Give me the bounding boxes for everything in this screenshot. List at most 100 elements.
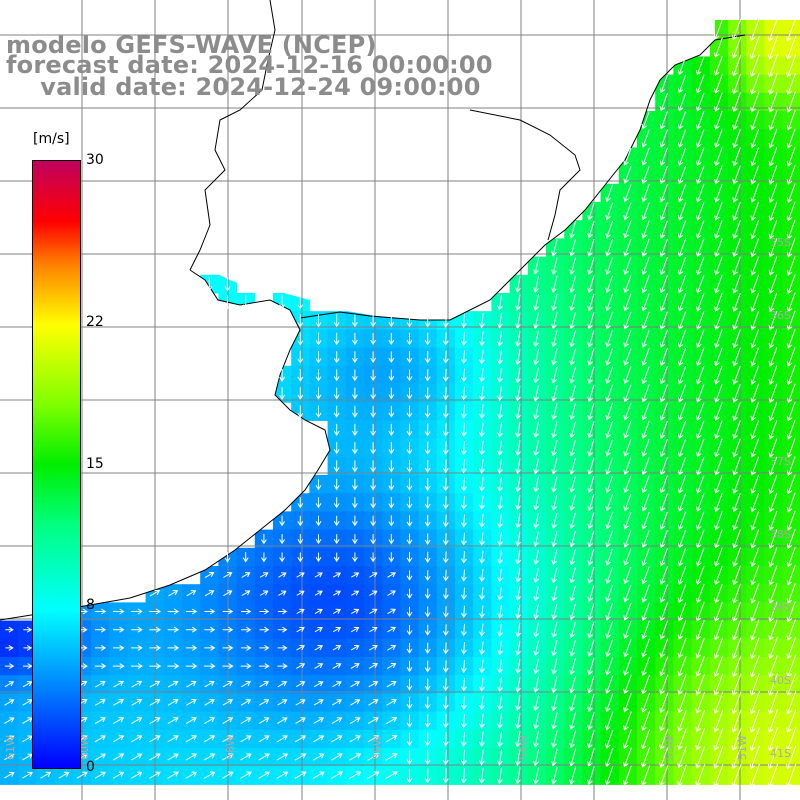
wind-arrow bbox=[714, 329, 723, 349]
wind-arrow bbox=[442, 496, 449, 510]
wind-arrow bbox=[659, 329, 668, 349]
wind-arrow bbox=[312, 771, 325, 779]
wind-arrow bbox=[569, 567, 576, 584]
wind-arrow bbox=[659, 746, 669, 769]
wind-arrow bbox=[732, 601, 742, 623]
wind-arrow bbox=[479, 477, 485, 492]
wind-arrow bbox=[241, 572, 251, 578]
wind-arrow bbox=[713, 19, 723, 40]
wind-arrow bbox=[750, 474, 760, 495]
wind-arrow bbox=[551, 312, 558, 330]
wind-arrow bbox=[331, 753, 343, 761]
wind-arrow bbox=[659, 475, 668, 494]
wind-arrow bbox=[714, 493, 723, 513]
wind-arrow bbox=[442, 459, 449, 474]
wind-arrow bbox=[406, 369, 413, 382]
wind-arrow bbox=[460, 749, 467, 766]
wind-arrow bbox=[533, 604, 540, 620]
wind-arrow bbox=[94, 771, 107, 779]
lat-tick-label: 39S bbox=[770, 601, 791, 614]
wind-arrow bbox=[677, 365, 687, 385]
wind-arrow bbox=[768, 201, 778, 222]
lat-tick-label: 35S bbox=[770, 236, 791, 249]
wind-arrow bbox=[551, 676, 558, 694]
wind-arrow bbox=[497, 605, 504, 619]
wind-arrow bbox=[677, 274, 687, 294]
wind-arrow bbox=[677, 638, 687, 659]
wind-arrow bbox=[641, 584, 650, 603]
wind-arrow bbox=[479, 313, 485, 329]
wind-arrow bbox=[768, 310, 778, 331]
wind-arrow bbox=[569, 549, 576, 566]
wind-arrow bbox=[296, 590, 305, 596]
lat-tick-label: 37S bbox=[770, 455, 791, 468]
wind-arrow bbox=[587, 330, 595, 348]
wind-arrow bbox=[206, 277, 213, 292]
wind-arrow bbox=[696, 493, 705, 513]
wind-arrow bbox=[750, 73, 760, 95]
wind-arrow bbox=[351, 515, 358, 527]
wind-arrow bbox=[569, 384, 577, 403]
wind-arrow bbox=[732, 165, 741, 185]
wind-arrow bbox=[659, 674, 669, 695]
wind-arrow bbox=[732, 201, 741, 222]
wind-arrow bbox=[623, 657, 632, 676]
wind-arrow bbox=[278, 572, 287, 578]
wind-arrow bbox=[385, 753, 398, 761]
wind-arrow bbox=[659, 129, 668, 148]
wind-arrow bbox=[479, 368, 485, 383]
wind-arrow bbox=[185, 771, 198, 779]
wind-arrow bbox=[533, 748, 540, 767]
wind-arrow bbox=[222, 681, 233, 688]
wind-arrow bbox=[732, 329, 741, 349]
wind-arrow bbox=[605, 439, 614, 457]
wind-arrow bbox=[313, 699, 324, 706]
colorbar-tick-label: 8 bbox=[86, 597, 95, 614]
wind-arrow bbox=[314, 572, 323, 578]
wind-arrow bbox=[677, 165, 687, 185]
wind-arrow bbox=[203, 753, 216, 761]
wind-arrow bbox=[22, 663, 33, 670]
wind-arrow bbox=[442, 423, 449, 437]
wind-arrow bbox=[497, 495, 503, 511]
wind-arrow bbox=[533, 367, 539, 384]
colorbar bbox=[32, 160, 81, 769]
wind-arrow bbox=[696, 456, 705, 476]
wind-arrow bbox=[605, 621, 614, 639]
wind-arrow bbox=[406, 314, 413, 328]
wind-arrow bbox=[587, 257, 595, 275]
wind-arrow bbox=[659, 656, 669, 677]
wind-arrow bbox=[385, 717, 398, 725]
wind-arrow bbox=[315, 534, 322, 545]
wind-arrow bbox=[605, 293, 614, 312]
wind-arrow bbox=[587, 275, 595, 294]
wind-arrow bbox=[388, 423, 395, 437]
wind-arrow bbox=[551, 512, 558, 529]
wind-arrow bbox=[659, 529, 668, 549]
wind-arrow bbox=[641, 184, 650, 203]
wind-arrow bbox=[551, 730, 558, 749]
wind-arrow bbox=[240, 681, 251, 688]
wind-arrow bbox=[713, 764, 724, 788]
wind-arrow bbox=[659, 602, 669, 622]
wind-arrow bbox=[95, 680, 106, 688]
wind-arrow bbox=[551, 439, 558, 457]
wind-arrow bbox=[497, 749, 503, 766]
wind-arrow bbox=[569, 220, 577, 239]
wind-arrow bbox=[713, 691, 724, 715]
wind-arrow bbox=[4, 771, 15, 779]
wind-arrow bbox=[641, 457, 650, 476]
wind-arrow bbox=[406, 606, 413, 618]
wind-arrow bbox=[204, 699, 215, 706]
wind-arrow bbox=[786, 128, 796, 149]
wind-arrow bbox=[460, 404, 467, 419]
wind-arrow bbox=[5, 644, 14, 651]
wind-arrow bbox=[276, 753, 289, 761]
wind-arrow bbox=[696, 384, 705, 403]
wind-arrow bbox=[696, 293, 705, 312]
wind-arrow bbox=[442, 569, 449, 582]
wind-arrow bbox=[714, 383, 723, 403]
lon-tick-label: 53W bbox=[663, 735, 676, 760]
wind-arrow bbox=[406, 515, 413, 527]
wind-arrow bbox=[641, 765, 651, 787]
